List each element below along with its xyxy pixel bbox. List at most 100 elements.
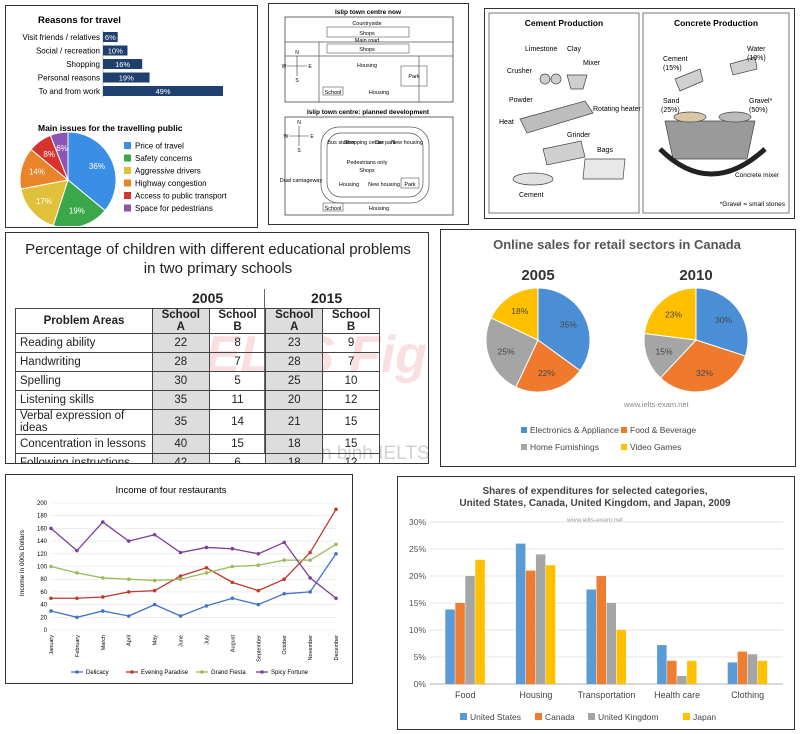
- value-cell: 35: [152, 409, 210, 435]
- value-cell: 5: [208, 371, 267, 391]
- children-title-line1: Percentage of children with different ed…: [25, 241, 411, 258]
- cement-label: Cement: [519, 192, 544, 199]
- concrete-label: (25%): [661, 107, 680, 114]
- income-xtick: July: [204, 635, 210, 645]
- value-cell: 21: [265, 409, 324, 435]
- concrete-label: Sand: [663, 98, 679, 105]
- cement-machine: [512, 73, 626, 186]
- reasons-bar: [103, 59, 143, 69]
- svg-text:W: W: [284, 134, 289, 140]
- income-point: [49, 526, 53, 531]
- income-chart: Income of four restaurants Income in 000…: [19, 485, 340, 676]
- exp-category-label: Food: [455, 690, 476, 700]
- panel-children: Percentage of children with different ed…: [5, 232, 429, 464]
- online-pie-0-slice: [537, 287, 591, 372]
- exp-bar: [545, 565, 556, 684]
- issues-legend-swatch: [124, 167, 131, 174]
- islip-planned-frame: [284, 116, 454, 216]
- reasons-category-label: Personal reasons: [38, 74, 100, 83]
- exp-legend-swatch: [535, 713, 542, 720]
- issues-legend-swatch: [124, 142, 131, 149]
- income-point: [126, 590, 131, 594]
- exp-ytick: 0%: [414, 679, 427, 689]
- reasons-bar: [103, 86, 223, 96]
- svg-text:N: N: [297, 120, 301, 126]
- income-ytick: 60: [40, 590, 47, 596]
- income-xtick: September: [256, 635, 262, 662]
- reasons-bar-label: 19%: [119, 74, 134, 83]
- cement-title: Cement Production: [525, 18, 603, 28]
- issues-slice-label: 19%: [69, 206, 85, 215]
- issues-legend-label: Highway congestion: [135, 179, 207, 188]
- value-cell: 28: [152, 352, 210, 372]
- islip-now-label: Shops: [359, 47, 375, 53]
- value-cell: 11: [208, 390, 267, 410]
- reasons-category-label: Visit friends / relatives: [22, 33, 100, 42]
- income-point: [75, 571, 79, 575]
- islip-now-frame: [284, 16, 454, 103]
- exp-ytick: 10%: [409, 625, 426, 635]
- exp-watermark: www.ielts-exam.net: [566, 517, 623, 524]
- islip-now-park: [400, 65, 428, 87]
- online-legend-label: Home Furnishings: [530, 442, 599, 452]
- exp-bar: [737, 651, 748, 684]
- problem-area-cell: Reading ability: [15, 333, 153, 353]
- issues-slice: [49, 131, 69, 181]
- islip-planned-label: Bus station: [327, 140, 354, 146]
- exp-bar: [445, 609, 455, 684]
- expenditures-chart: Shares of expenditures for selected cate…: [409, 486, 783, 722]
- value-cell: 30: [152, 371, 210, 391]
- income-ytick: 120: [37, 552, 48, 558]
- income-point: [126, 539, 131, 543]
- exp-bar: [667, 660, 677, 684]
- value-cell: 22: [152, 333, 210, 353]
- income-point: [49, 609, 53, 613]
- online-legend-swatch: [521, 427, 527, 433]
- income-point: [178, 550, 183, 555]
- income-ytick: 20: [40, 615, 47, 621]
- children-title-line2: in two primary schools: [143, 260, 293, 277]
- islip-planned-label: New housing: [368, 182, 400, 188]
- cement-label: Grinder: [567, 132, 591, 139]
- income-xtick: April: [127, 635, 133, 646]
- value-cell: 8: [208, 333, 267, 353]
- online-pie-1-slice-label: 30%: [715, 315, 732, 325]
- table-row: Handwriting 28 7 28 7: [15, 352, 380, 372]
- islip-now-label: Housing: [357, 63, 377, 69]
- concrete-label: (15%): [663, 65, 682, 72]
- issues-legend-label: Space for pedestrians: [135, 204, 213, 213]
- income-point: [178, 574, 183, 578]
- cement-label: Rotating heater: [593, 106, 642, 113]
- value-cell: 9: [322, 333, 380, 353]
- online-pie-1-slice-label: 32%: [696, 368, 713, 378]
- exp-ytick: 15%: [409, 598, 426, 608]
- exp-category-label: Clothing: [731, 690, 764, 700]
- value-cell: 7: [208, 352, 267, 372]
- income-point: [230, 546, 235, 551]
- online-pie-0-slice: [490, 287, 539, 341]
- concrete-label: Concrete mixer: [735, 172, 780, 179]
- islip-ring-road: [320, 126, 430, 204]
- income-point: [75, 615, 79, 620]
- exp-bar: [616, 630, 626, 684]
- cement-diagram: Cement Production Concrete Production Li…: [488, 12, 790, 214]
- income-point: [230, 596, 235, 601]
- children-title: Percentage of children with different ed…: [6, 240, 428, 278]
- value-cell: 18: [265, 453, 324, 463]
- reasons-category-label: Social / recreation: [36, 47, 100, 56]
- col-header: School A: [265, 308, 324, 334]
- income-legend-label: Delicacy: [86, 670, 109, 676]
- cement-label: Powder: [509, 97, 533, 104]
- income-xtick: October: [282, 635, 288, 655]
- panel-islip: Islip town centre now Countryside Shops …: [268, 3, 469, 225]
- problem-area-cell: Verbal expression of ideas: [15, 409, 153, 435]
- islip-planned-label: New housing: [391, 140, 423, 146]
- income-point: [152, 532, 157, 537]
- islip-now-label: Shops: [359, 31, 375, 37]
- exp-legend-swatch: [460, 713, 467, 720]
- online-pie-1-slice: [643, 287, 697, 341]
- income-point: [230, 564, 235, 569]
- income-point: [308, 558, 312, 562]
- exp-bar: [606, 603, 616, 684]
- income-ytick: 0: [44, 628, 48, 634]
